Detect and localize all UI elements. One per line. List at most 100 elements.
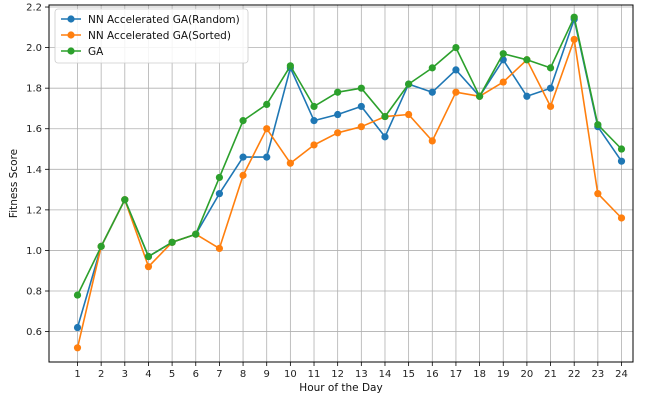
data-point (499, 78, 507, 86)
y-axis-label: Fitness Score (8, 149, 20, 218)
x-tick-label: 18 (473, 369, 486, 380)
y-tick-label: 1.0 (26, 246, 42, 257)
x-tick-label: 14 (379, 369, 392, 380)
x-tick-label: 21 (544, 369, 557, 380)
data-point (144, 263, 153, 271)
data-point (357, 102, 365, 111)
y-tick-label: 1.4 (26, 165, 42, 176)
legend-label: GA (88, 46, 104, 58)
legend-swatch-marker (67, 15, 75, 23)
series-group (73, 13, 626, 299)
data-point (381, 133, 389, 141)
series-line (76, 38, 623, 348)
data-point (546, 64, 555, 72)
x-tick-label: 1 (74, 369, 80, 380)
data-point (239, 117, 247, 125)
grid (49, 5, 633, 362)
data-point (310, 117, 318, 125)
data-point (168, 238, 176, 246)
y-tick-label: 2.2 (26, 3, 42, 14)
data-point (73, 344, 82, 352)
data-point (263, 100, 271, 108)
data-point (73, 291, 82, 299)
data-point (144, 252, 153, 261)
legend-label: NN Accelerated GA(Random) (88, 14, 240, 26)
data-point (428, 137, 436, 145)
x-tick-label: 12 (331, 369, 344, 380)
x-tick-label: 3 (122, 369, 128, 380)
y-tick-label: 1.6 (26, 124, 42, 135)
x-tick-label: 7 (216, 369, 222, 380)
x-tick-label: 20 (521, 369, 534, 380)
data-point (263, 153, 271, 161)
data-point (428, 64, 436, 72)
data-point (405, 110, 413, 119)
series-line (76, 18, 623, 328)
x-axis-label: Hour of the Day (299, 382, 382, 394)
y-tick-label: 2.0 (26, 43, 42, 54)
data-point (310, 141, 318, 149)
data-point (570, 13, 578, 21)
data-point (617, 157, 626, 165)
data-point (239, 171, 247, 179)
x-tick-label: 13 (355, 369, 368, 380)
x-tick-label: 16 (426, 369, 439, 380)
x-tick-label: 11 (308, 369, 321, 380)
data-point (570, 35, 578, 44)
data-point (263, 125, 271, 133)
y-tick-label: 1.2 (26, 205, 42, 216)
data-point (546, 102, 555, 111)
x-tick-label: 6 (193, 369, 199, 380)
legend: NN Accelerated GA(Random) NN Accelerated … (54, 8, 249, 64)
data-point (381, 112, 389, 121)
data-point (452, 66, 460, 74)
data-point (286, 159, 294, 167)
legend-box (54, 8, 249, 64)
data-point (73, 323, 82, 332)
data-point (594, 121, 602, 129)
x-tick-label: 23 (591, 369, 604, 380)
data-point (286, 62, 294, 70)
data-point (192, 230, 200, 238)
y-tick-label: 0.8 (26, 287, 42, 298)
data-point (215, 173, 224, 182)
legend-swatch-marker (67, 31, 75, 39)
x-tick-label: 15 (402, 369, 415, 380)
x-tick-label: 10 (284, 369, 297, 380)
data-point (452, 88, 460, 96)
data-point (546, 84, 555, 92)
x-tick-label: 8 (240, 369, 246, 380)
series-line (76, 16, 623, 296)
data-point (405, 80, 413, 88)
data-point (97, 242, 105, 250)
legend-swatch-marker (67, 47, 75, 55)
series-layer (73, 13, 626, 352)
data-point (617, 214, 626, 222)
data-point (121, 196, 129, 204)
data-point (334, 88, 342, 96)
data-point (215, 244, 224, 253)
data-point (475, 92, 484, 100)
x-tick-label: 22 (568, 369, 581, 380)
data-point (334, 129, 342, 137)
y-tick-label: 1.8 (26, 84, 42, 95)
y-tick-label: 0.6 (26, 327, 42, 338)
axis-ticks: 1 2 3 4 5 6 7 8 9 10 11 12 13 14 15 16 17 18 19 20 21 22 23 240… (26, 3, 628, 380)
data-point (452, 43, 460, 52)
x-tick-label: 2 (98, 369, 104, 380)
data-point (523, 92, 531, 100)
x-tick-label: 24 (615, 369, 628, 380)
data-point (428, 88, 436, 96)
x-tick-label: 9 (264, 369, 270, 380)
series-group (73, 35, 626, 352)
x-tick-label: 17 (450, 369, 463, 380)
data-point (523, 56, 531, 64)
data-point (617, 145, 626, 153)
plot-frame (48, 4, 634, 363)
data-point (334, 110, 342, 119)
data-point (310, 102, 318, 111)
x-tick-label: 5 (169, 369, 175, 380)
data-point (215, 190, 224, 198)
data-point (357, 123, 365, 131)
